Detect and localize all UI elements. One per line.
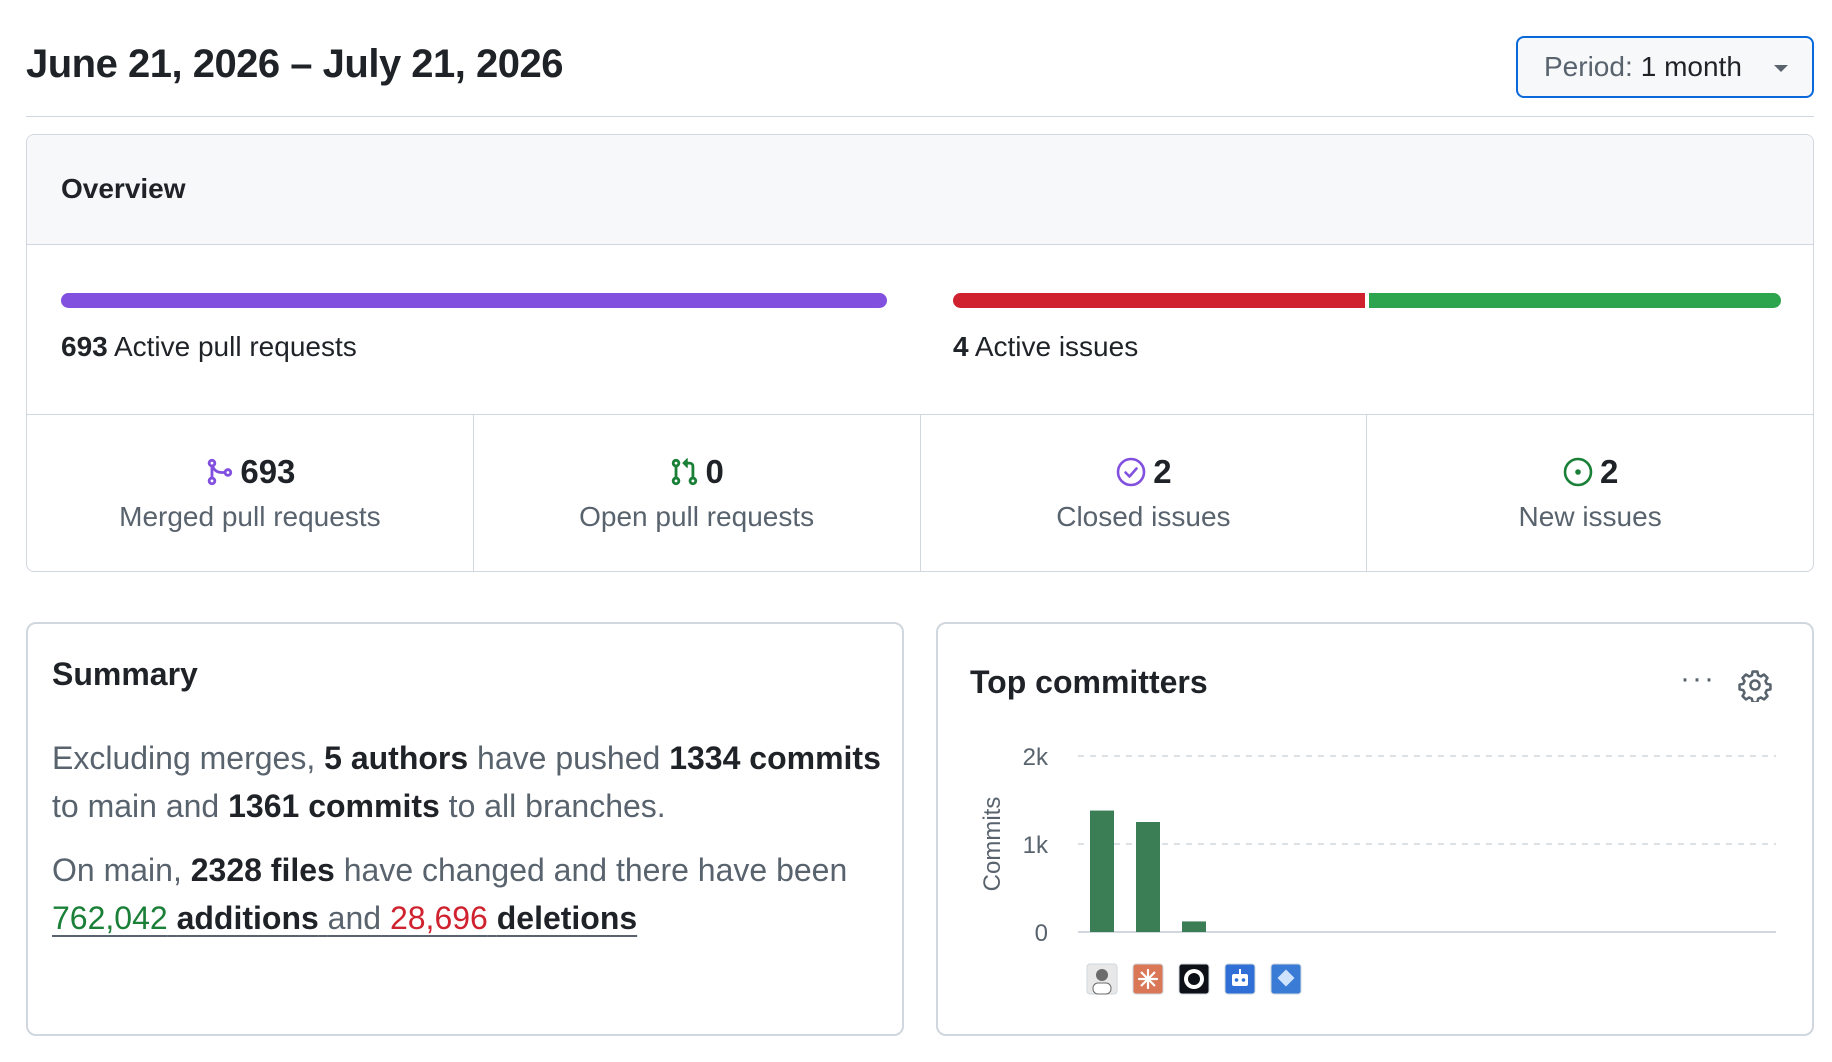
summary-commits-all: 1361 commits [228, 788, 440, 824]
bot-diamond [1277, 969, 1295, 987]
burst-ray [1146, 971, 1156, 981]
top-committers-card: Top committers ··· 0 1k 2k Commits [936, 622, 1814, 1036]
open-issues-bar [1369, 293, 1781, 308]
period-prefix: Period: [1544, 51, 1633, 82]
stat-merged-value: 693 [240, 453, 296, 490]
stat-merged-label: Merged pull requests [119, 501, 381, 532]
summary-files: 2328 files [190, 852, 335, 888]
overview-stats-row: 693 Merged pull requests 0 Open pull req… [27, 414, 1813, 571]
issue-closed-icon [1116, 457, 1146, 487]
active-prs-label: Active pull requests [113, 331, 357, 362]
stat-closed-label: Closed issues [1056, 501, 1231, 532]
summary-text-fragment: On main, [52, 852, 182, 888]
summary-commits-main: 1334 commits [669, 740, 881, 776]
robot-head [1232, 974, 1248, 986]
stat-merged-prs[interactable]: 693 Merged pull requests [27, 415, 474, 571]
y-tick-label: 0 [1035, 920, 1048, 947]
robot-eye [1241, 978, 1246, 982]
robot-eye [1234, 978, 1239, 982]
summary-card: Summary Excluding merges, 5 authors have… [26, 622, 904, 1036]
avatar-body [1092, 982, 1112, 995]
summary-text-fragment: to main and [52, 788, 220, 824]
overview-panel: Overview 693 Active pull requests 4 Acti… [26, 134, 1814, 572]
stat-closed-value: 2 [1153, 453, 1172, 490]
summary-commits-paragraph: Excluding merges, 5 authors have pushed … [52, 734, 882, 830]
summary-text-fragment: to all branches. [448, 788, 666, 824]
stat-new-label: New issues [1518, 501, 1662, 532]
summary-authors: 5 authors [324, 740, 469, 776]
stat-open-prs[interactable]: 0 Open pull requests [474, 415, 921, 571]
summary-text-fragment: have changed and there have been [343, 852, 848, 888]
octocat-inner [1188, 973, 1200, 985]
active-prs-summary[interactable]: 693 Active pull requests [61, 331, 357, 363]
summary-text: Excluding merges, 5 authors have pushed … [52, 734, 882, 958]
summary-title: Summary [52, 656, 198, 692]
avatar-head [1096, 969, 1108, 981]
committers-chart: 0 1k 2k Commits [979, 744, 1776, 995]
caret-down-icon [1774, 65, 1788, 72]
summary-text-fragment: have pushed [477, 740, 661, 776]
summary-files-paragraph: On main, 2328 files have changed and the… [52, 846, 882, 942]
active-issues-summary[interactable]: 4 Active issues [953, 331, 1138, 363]
stat-open-value: 0 [705, 453, 724, 490]
bar-committer-3 [1182, 921, 1206, 932]
overview-title: Overview [61, 173, 186, 204]
deletions-count: 28,696 [389, 900, 488, 936]
gear-icon[interactable] [1738, 668, 1772, 702]
active-prs-bar [61, 293, 887, 308]
additions-count: 762,042 [52, 900, 168, 936]
stat-closed-issues[interactable]: 2 Closed issues [921, 415, 1368, 571]
stat-new-value: 2 [1599, 453, 1619, 490]
active-prs-count: 693 [61, 331, 108, 362]
bar-committer-2 [1136, 822, 1160, 932]
page-header: June 21, 2026 – July 21, 2026 Period: 1 … [26, 0, 1814, 117]
diffstat-link[interactable]: 762,042 additions and 28,696 deletions [52, 900, 637, 936]
issue-opened-icon [1563, 457, 1593, 487]
period-value: 1 month [1640, 51, 1742, 82]
overview-header: Overview [27, 135, 1813, 245]
y-axis-label: Commits [979, 797, 1006, 892]
closed-issues-bar [953, 293, 1365, 308]
period-select-button[interactable]: Period: 1 month [1516, 36, 1814, 98]
git-merge-icon [208, 458, 233, 486]
active-issues-count: 4 [953, 331, 969, 362]
bar-committer-1 [1090, 810, 1114, 932]
y-tick-label: 1k [1023, 832, 1049, 859]
additions-label: additions [176, 900, 319, 936]
stat-open-label: Open pull requests [579, 501, 815, 532]
git-pull-request-icon [672, 458, 698, 486]
stat-new-issues[interactable]: 2 New issues [1367, 415, 1813, 571]
page-title: June 21, 2026 – July 21, 2026 [26, 42, 564, 86]
top-committers-title: Top committers [970, 664, 1208, 700]
active-issues-label: Active issues [974, 331, 1139, 362]
y-tick-label: 2k [1023, 744, 1049, 771]
summary-text-fragment: Excluding merges, [52, 740, 316, 776]
summary-text-fragment: and [327, 900, 382, 936]
deletions-label: deletions [496, 900, 638, 936]
